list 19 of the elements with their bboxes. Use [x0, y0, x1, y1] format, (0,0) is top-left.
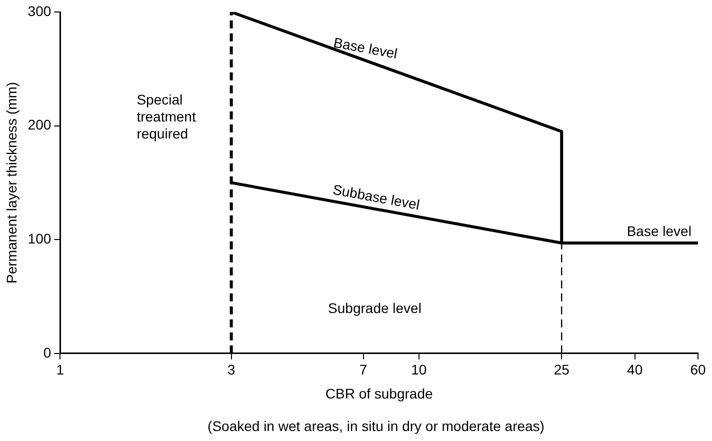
y-tick-label: 200: [28, 116, 52, 133]
y-axis-title: Permanent layer thickness (mm): [3, 82, 20, 284]
annotation: Base level: [332, 34, 399, 62]
x-tick-label: 25: [554, 362, 570, 378]
y-tick-label: 300: [28, 2, 52, 19]
x-tick-label: 3: [227, 362, 236, 378]
x-tick-label: 10: [411, 362, 427, 378]
x-tick-label: 7: [359, 362, 368, 378]
x-tick-label: 40: [627, 362, 643, 378]
annotation: Base level: [626, 222, 692, 239]
x-axis-title: CBR of subgrade: [325, 385, 433, 402]
x-tick-label: 1: [56, 362, 64, 378]
y-tick-label: 100: [28, 230, 52, 246]
annotation: Special treatment required: [136, 92, 196, 142]
text: (Soaked in wet areas, in situ in dry or moderate areas): [208, 418, 544, 434]
y-tick-label: 0: [43, 344, 52, 360]
annotation: Subbase level: [332, 181, 421, 213]
annotation: Subgrade level: [328, 300, 422, 316]
x-tick-label: 60: [690, 362, 706, 378]
